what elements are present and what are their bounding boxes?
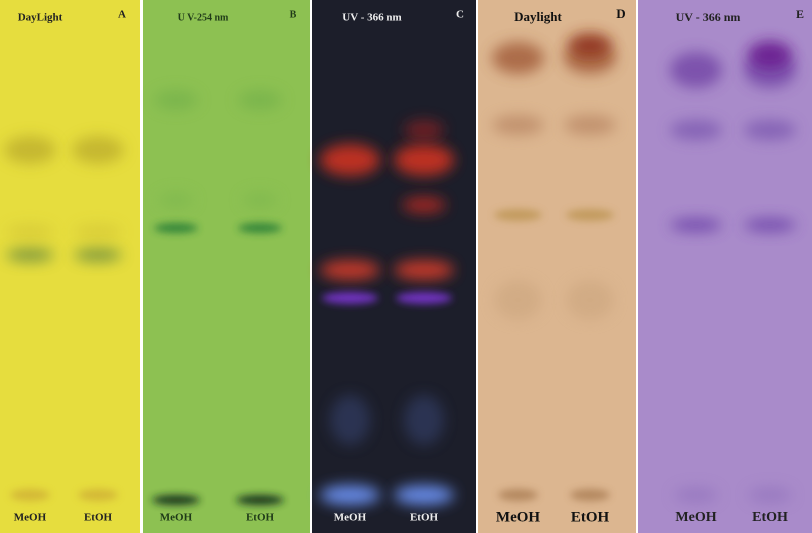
lane-label: EtOH: [571, 509, 610, 525]
plate-letter: B: [290, 9, 297, 20]
lane-label: MeOH: [14, 512, 47, 524]
spot: [4, 136, 56, 164]
plate-background: [478, 0, 636, 533]
spot: [330, 395, 370, 445]
spot: [320, 144, 380, 176]
spot: [748, 41, 792, 69]
spot: [78, 489, 118, 501]
plate-background: [0, 0, 140, 533]
spot: [670, 120, 722, 140]
spot: [154, 90, 198, 110]
spot: [158, 192, 194, 208]
spot: [236, 495, 284, 505]
tlc-plate: U V-254 nm B MeOH EtOH: [143, 0, 310, 533]
plate-title: UV - 366 nm: [676, 10, 741, 24]
lane-label: EtOH: [410, 512, 439, 524]
spot: [744, 218, 796, 232]
spot: [394, 144, 454, 176]
plate-background: [638, 0, 812, 533]
spot: [494, 280, 542, 320]
spot: [242, 192, 278, 208]
spot: [238, 223, 282, 233]
spot: [152, 495, 200, 505]
spot: [498, 489, 538, 501]
spot: [566, 209, 614, 221]
spot: [748, 487, 792, 503]
spot: [492, 115, 544, 135]
spot: [320, 485, 380, 505]
lane-label: MeOH: [675, 510, 716, 525]
lane-label: EtOH: [84, 512, 113, 524]
plate-letter: A: [118, 9, 126, 21]
spot: [74, 224, 122, 240]
spot: [6, 248, 54, 262]
lane-label: MeOH: [334, 512, 367, 524]
spot: [6, 224, 54, 240]
spot: [394, 260, 454, 280]
spot: [494, 209, 542, 221]
spot: [238, 90, 282, 110]
tlc-plate: DayLight A MeOH EtOH: [0, 0, 140, 533]
spot: [570, 489, 610, 501]
spot: [394, 485, 454, 505]
spot: [10, 489, 50, 501]
plate-title: U V-254 nm: [178, 12, 229, 23]
spot: [322, 292, 378, 304]
plate-title: UV - 366 nm: [342, 12, 401, 24]
tlc-plate: UV - 366 nm C MeOH EtOH: [312, 0, 476, 533]
spot: [492, 42, 544, 74]
spot: [396, 292, 452, 304]
lane-label: MeOH: [496, 509, 540, 525]
spot: [74, 248, 122, 262]
spot: [670, 218, 722, 232]
spot: [72, 136, 124, 164]
spot: [670, 52, 722, 88]
spot: [404, 395, 444, 445]
spot: [674, 487, 718, 503]
lane-label: EtOH: [246, 512, 275, 524]
plate-letter: C: [456, 9, 464, 21]
spot: [154, 223, 198, 233]
spot: [404, 120, 444, 140]
plate-letter: E: [796, 7, 804, 21]
plate-background: [143, 0, 310, 533]
spot: [320, 260, 380, 280]
plate-letter: D: [616, 6, 625, 21]
lane-label: MeOH: [160, 512, 193, 524]
tlc-plate: Daylight D MeOH EtOH: [478, 0, 636, 533]
plate-title: Daylight: [514, 9, 562, 24]
tlc-plate: UV - 366 nm E MeOH EtOH: [638, 0, 812, 533]
plate-title: DayLight: [18, 12, 63, 24]
spot: [566, 280, 614, 320]
spot: [564, 115, 616, 135]
spot: [744, 120, 796, 140]
spot: [568, 33, 612, 57]
lane-label: EtOH: [752, 510, 788, 525]
spot: [402, 197, 446, 213]
